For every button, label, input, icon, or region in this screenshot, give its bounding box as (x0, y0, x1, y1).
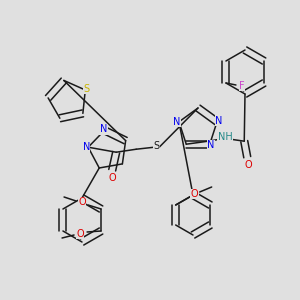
Text: N: N (207, 140, 214, 150)
Text: N: N (82, 142, 90, 152)
Text: O: O (108, 173, 116, 183)
Text: N: N (215, 116, 223, 126)
Text: NH: NH (218, 132, 232, 142)
Text: S: S (83, 84, 89, 94)
Text: O: O (76, 229, 84, 239)
Text: O: O (191, 189, 199, 199)
Text: O: O (244, 160, 252, 170)
Text: O: O (78, 197, 86, 207)
Text: N: N (100, 124, 107, 134)
Text: S: S (153, 141, 159, 151)
Text: N: N (173, 117, 181, 127)
Text: F: F (239, 81, 245, 91)
